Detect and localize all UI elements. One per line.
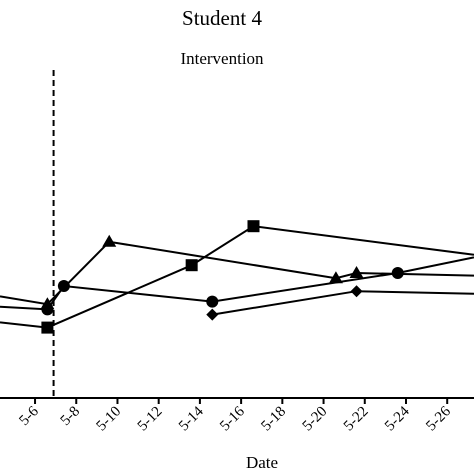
square-marker (247, 220, 260, 233)
series-line (0, 225, 474, 329)
diamond-marker (206, 308, 219, 321)
x-tick-label: 5-18 (258, 404, 289, 435)
x-tick-label: 5-10 (94, 404, 125, 435)
x-tick-label: 5-22 (341, 404, 372, 435)
triangle-marker (328, 271, 343, 284)
x-tick-label: 5-26 (423, 403, 454, 434)
triangle-marker (349, 266, 364, 278)
circle-marker (391, 267, 404, 279)
data-series (0, 220, 474, 334)
x-tick-label: 5-20 (300, 404, 331, 435)
series-diamond (206, 285, 474, 321)
circle-marker (206, 295, 219, 308)
series-square (0, 220, 474, 334)
chart-title: Student 4 (182, 6, 262, 30)
x-tick-label: 5-24 (382, 403, 413, 434)
x-axis-ticks: 5-6 5-8 5-10 5-12 5-14 5-16 5-18 5-20 5-22 5-24 5-… (16, 398, 454, 434)
phase-label: Intervention (180, 49, 264, 68)
x-tick-label: 5-8 (58, 404, 83, 429)
x-tick-label: 5-14 (176, 403, 207, 434)
series-line (0, 240, 474, 306)
series-line (0, 256, 474, 311)
x-axis-label: Date (246, 453, 278, 472)
diamond-marker (350, 285, 363, 298)
x-tick-label: 5-6 (16, 403, 42, 429)
triangle-marker (102, 234, 117, 247)
circle-marker (57, 280, 70, 292)
series-circle (0, 256, 474, 316)
circle-marker (41, 303, 54, 316)
x-tick-label: 5-12 (135, 404, 166, 435)
square-marker (185, 259, 198, 272)
square-marker (41, 321, 54, 334)
x-tick-label: 5-16 (217, 403, 248, 434)
